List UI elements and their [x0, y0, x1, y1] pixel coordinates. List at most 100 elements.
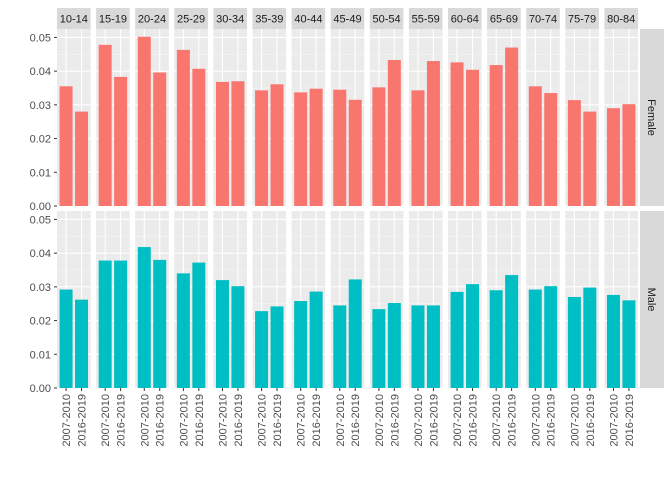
y-tick-label: 0.05: [30, 214, 51, 226]
bar: [137, 247, 151, 388]
bar: [75, 299, 89, 388]
facet-column-label: 25-29: [177, 14, 205, 26]
bar: [528, 289, 542, 388]
bar: [333, 305, 347, 388]
y-tick-label: 0.02: [30, 134, 51, 146]
facet-strip: [291, 8, 326, 29]
bar: [153, 72, 167, 207]
x-tick-label: 2007-2010: [100, 394, 112, 447]
x-tick-label: 2007-2010: [374, 394, 386, 447]
y-tick-label: 0.04: [30, 248, 51, 260]
x-tick-label: 2007-2010: [530, 394, 542, 447]
bar: [59, 86, 73, 206]
y-tick-label: 0.03: [30, 100, 51, 112]
facet-column-label: 55-59: [412, 14, 440, 26]
y-tick-label: 0.00: [30, 201, 51, 213]
facet-row-label: Female: [645, 99, 657, 136]
bar: [411, 90, 425, 206]
x-tick-label: 2016-2019: [116, 394, 128, 447]
facet-strip: [369, 8, 404, 29]
bar: [450, 62, 464, 207]
facet-column-label: 15-19: [99, 14, 127, 26]
bar: [450, 291, 464, 388]
facet-strip: [526, 8, 560, 29]
y-tick-label: 0.00: [30, 383, 51, 395]
bar: [505, 47, 519, 206]
facet-column-label: 50-54: [373, 14, 401, 26]
facet-strip: [640, 211, 664, 388]
x-tick-label: 2007-2010: [569, 394, 581, 447]
bar: [505, 275, 519, 388]
bar: [231, 81, 245, 206]
bar: [348, 279, 362, 388]
facet-column-label: 10-14: [60, 14, 88, 26]
bar: [153, 259, 167, 388]
x-tick-label: 2016-2019: [311, 394, 323, 447]
facet-strip: [57, 8, 91, 29]
bar: [466, 69, 480, 207]
y-tick-label: 0.01: [30, 167, 51, 179]
bar: [348, 99, 362, 206]
y-tick-label: 0.03: [30, 282, 51, 294]
facet-column-label: 65-69: [490, 14, 518, 26]
bar: [489, 290, 503, 388]
x-tick-label: 2016-2019: [77, 394, 89, 447]
bar: [270, 306, 284, 388]
bar: [583, 111, 597, 206]
facet-column-label: 35-39: [255, 14, 283, 26]
facet-column-label: 45-49: [333, 14, 361, 26]
bar: [176, 273, 190, 388]
bar: [215, 81, 229, 206]
x-tick-label: 2016-2019: [546, 394, 558, 447]
bar: [215, 280, 229, 388]
bar: [622, 300, 636, 388]
x-tick-label: 2016-2019: [350, 394, 362, 447]
y-tick-label: 0.04: [30, 66, 51, 78]
bar: [192, 68, 206, 206]
x-tick-label: 2007-2010: [413, 394, 425, 447]
facet-row-label: Male: [645, 288, 657, 312]
bar: [255, 311, 269, 388]
facet-column-label: 40-44: [294, 14, 322, 26]
bar: [387, 303, 401, 388]
y-tick-label: 0.05: [30, 32, 51, 44]
bar: [489, 65, 503, 207]
bar: [606, 294, 620, 388]
facet-strip: [135, 8, 169, 29]
bar: [176, 49, 190, 206]
x-tick-label: 2016-2019: [468, 394, 480, 447]
bar: [528, 86, 542, 206]
x-tick-label: 2016-2019: [624, 394, 636, 447]
bar: [255, 90, 269, 206]
bar: [114, 260, 128, 388]
bar: [192, 262, 206, 388]
bar: [372, 87, 386, 206]
x-tick-label: 2016-2019: [272, 394, 284, 447]
bar: [59, 289, 73, 388]
bar: [466, 284, 480, 388]
facet-column-label: 70-74: [529, 14, 557, 26]
facet-strip: [96, 8, 130, 29]
bar: [411, 305, 425, 388]
bar: [75, 111, 89, 206]
facet-column-label: 75-79: [568, 14, 596, 26]
bar: [309, 88, 323, 206]
facet-strip: [408, 8, 443, 29]
bar: [567, 100, 581, 206]
x-tick-label: 2007-2010: [217, 394, 229, 447]
x-tick-label: 2007-2010: [139, 394, 151, 447]
x-tick-label: 2016-2019: [585, 394, 597, 447]
facet-column-label: 80-84: [607, 14, 635, 26]
bar: [294, 301, 308, 388]
facet-strip: [174, 8, 208, 29]
bar: [426, 61, 440, 207]
bar: [294, 92, 308, 206]
bar: [426, 305, 440, 388]
y-tick-label: 0.01: [30, 349, 51, 361]
bar: [333, 89, 347, 206]
x-tick-label: 2007-2010: [257, 394, 269, 447]
x-tick-label: 2007-2010: [452, 394, 464, 447]
x-tick-label: 2016-2019: [155, 394, 167, 447]
